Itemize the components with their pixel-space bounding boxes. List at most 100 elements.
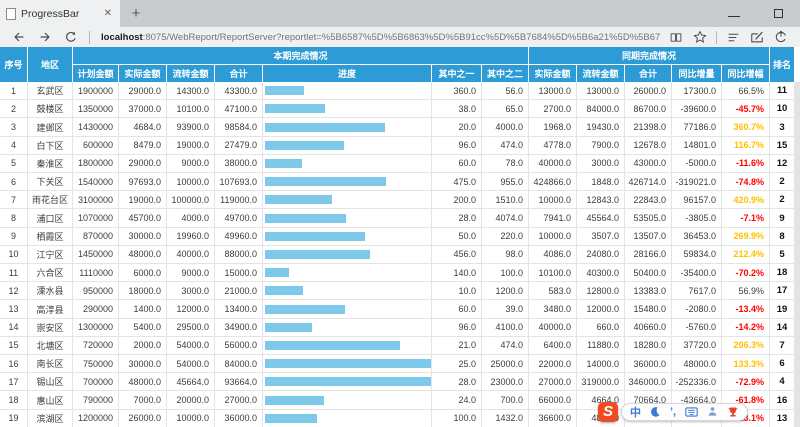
- cell-part2: 98.0: [482, 246, 528, 263]
- restore-icon: [774, 9, 783, 18]
- cell-rank: 18: [770, 264, 794, 281]
- progress-bar: [265, 214, 346, 223]
- cell-part2: 1432.0: [482, 410, 528, 427]
- cell-prior-actual: 424866.0: [529, 173, 576, 190]
- cell-yoy-rate: 269.9%: [722, 228, 769, 245]
- cell-transfer-amount: 9000.0: [167, 155, 214, 172]
- cell-rank: 10: [770, 100, 794, 117]
- ime-punctuation-button[interactable]: ’,: [670, 406, 676, 418]
- ime-toolbar: S 中 ’,: [598, 401, 748, 422]
- cell-prior-transfer: 45564.0: [577, 209, 624, 226]
- cell-progress: [263, 246, 431, 263]
- cell-prior-transfer: 3507.0: [577, 228, 624, 245]
- back-icon: [12, 30, 26, 44]
- cell-actual-amount: 1400.0: [119, 300, 166, 317]
- cell-region: 北塘区: [28, 337, 72, 354]
- cell-prior-total: 26000.0: [625, 82, 671, 99]
- cell-yoy-delta: 96157.0: [672, 191, 721, 208]
- cell-total: 84000.0: [215, 355, 262, 372]
- progress-bar: [265, 232, 365, 241]
- cell-actual-amount: 37000.0: [119, 100, 166, 117]
- cell-region: 鼓楼区: [28, 100, 72, 117]
- progress-bar: [265, 268, 289, 277]
- cell-region: 江宁区: [28, 246, 72, 263]
- cell-seq: 6: [0, 173, 27, 190]
- header-plan: 计划金额: [73, 65, 118, 82]
- cell-seq: 13: [0, 300, 27, 317]
- cell-yoy-rate: -74.8%: [722, 173, 769, 190]
- cell-part1: 96.0: [432, 319, 481, 336]
- progress-bar: [265, 341, 400, 350]
- cell-transfer-amount: 9000.0: [167, 264, 214, 281]
- favorites-button[interactable]: [689, 28, 711, 46]
- cell-seq: 11: [0, 264, 27, 281]
- cell-region: 南长区: [28, 355, 72, 372]
- cell-actual-amount: 7000.0: [119, 391, 166, 408]
- cell-actual-amount: 5400.0: [119, 319, 166, 336]
- cell-part1: 38.0: [432, 100, 481, 117]
- cell-seq: 18: [0, 391, 27, 408]
- forward-icon: [38, 30, 52, 44]
- cell-seq: 16: [0, 355, 27, 372]
- reading-view-button[interactable]: [665, 28, 687, 46]
- cell-prior-transfer: 40300.0: [577, 264, 624, 281]
- table-row: 9栖霞区87000030000.019960.049960.050.0220.0…: [0, 228, 800, 245]
- ime-person-button[interactable]: [707, 406, 718, 417]
- cell-progress: [263, 319, 431, 336]
- cell-actual-amount: 45700.0: [119, 209, 166, 226]
- hub-button[interactable]: [722, 28, 744, 46]
- header-prior-total: 合计: [625, 65, 671, 82]
- cell-region: 下关区: [28, 173, 72, 190]
- ime-trophy-button[interactable]: [727, 406, 739, 418]
- cell-prior-total: 426714.0: [625, 173, 671, 190]
- progress-bar: [265, 123, 385, 132]
- tab-progressbar[interactable]: ProgressBar ✕: [0, 0, 120, 27]
- cell-transfer-amount: 3000.0: [167, 282, 214, 299]
- share-icon: [774, 30, 788, 44]
- ime-softkeyboard-button[interactable]: [685, 407, 698, 417]
- cell-rank: 19: [770, 300, 794, 317]
- cell-region: 六合区: [28, 264, 72, 281]
- cell-plan-amount: 1800000: [73, 155, 118, 172]
- cell-part2: 4074.0: [482, 209, 528, 226]
- table-header: 序号 地区 本期完成情况 同期完成情况 排名 计划金额 实际金额 流转金额 合计…: [0, 47, 800, 82]
- refresh-button[interactable]: [60, 28, 82, 46]
- cell-plan-amount: 1200000: [73, 410, 118, 427]
- star-icon: [693, 30, 707, 44]
- cell-seq: 15: [0, 337, 27, 354]
- back-button[interactable]: [8, 28, 30, 46]
- header-current-group: 本期完成情况: [73, 47, 528, 64]
- trophy-icon: [727, 406, 739, 418]
- cell-prior-actual: 40000.0: [529, 319, 576, 336]
- tab-close-icon[interactable]: ✕: [102, 8, 114, 19]
- cell-part2: 4100.0: [482, 319, 528, 336]
- ime-halfwidth-button[interactable]: [650, 406, 661, 417]
- cell-total: 88000.0: [215, 246, 262, 263]
- table-row: 5秦淮区180000029000.09000.038000.060.078.04…: [0, 155, 800, 172]
- header-part2: 其中之二: [482, 65, 528, 82]
- table-row: 11六合区11100006000.09000.015000.0140.0100.…: [0, 264, 800, 281]
- restore-button[interactable]: [756, 0, 800, 27]
- cell-prior-transfer: 3000.0: [577, 155, 624, 172]
- sogou-logo[interactable]: S: [598, 402, 618, 422]
- cell-yoy-rate: -72.9%: [722, 373, 769, 390]
- cell-total: 49700.0: [215, 209, 262, 226]
- new-tab-button[interactable]: +: [120, 0, 152, 27]
- url-field[interactable]: localhost:8075/WebReport/ReportServer?re…: [101, 32, 661, 43]
- cell-yoy-delta: -2080.0: [672, 300, 721, 317]
- share-button[interactable]: [770, 28, 792, 46]
- web-note-button[interactable]: [746, 28, 768, 46]
- toolbar-divider: [89, 31, 90, 44]
- cell-progress: [263, 137, 431, 154]
- cell-yoy-delta: 7617.0: [672, 282, 721, 299]
- forward-button[interactable]: [34, 28, 56, 46]
- cell-rank: 4: [770, 373, 794, 390]
- cell-part2: 700.0: [482, 391, 528, 408]
- header-progress: 进度: [263, 65, 431, 82]
- ime-lang-button[interactable]: 中: [630, 404, 641, 420]
- cell-part1: 21.0: [432, 337, 481, 354]
- cell-yoy-delta: -39600.0: [672, 100, 721, 117]
- minimize-button[interactable]: [712, 0, 756, 27]
- minimize-icon: [728, 16, 740, 17]
- cell-region: 惠山区: [28, 391, 72, 408]
